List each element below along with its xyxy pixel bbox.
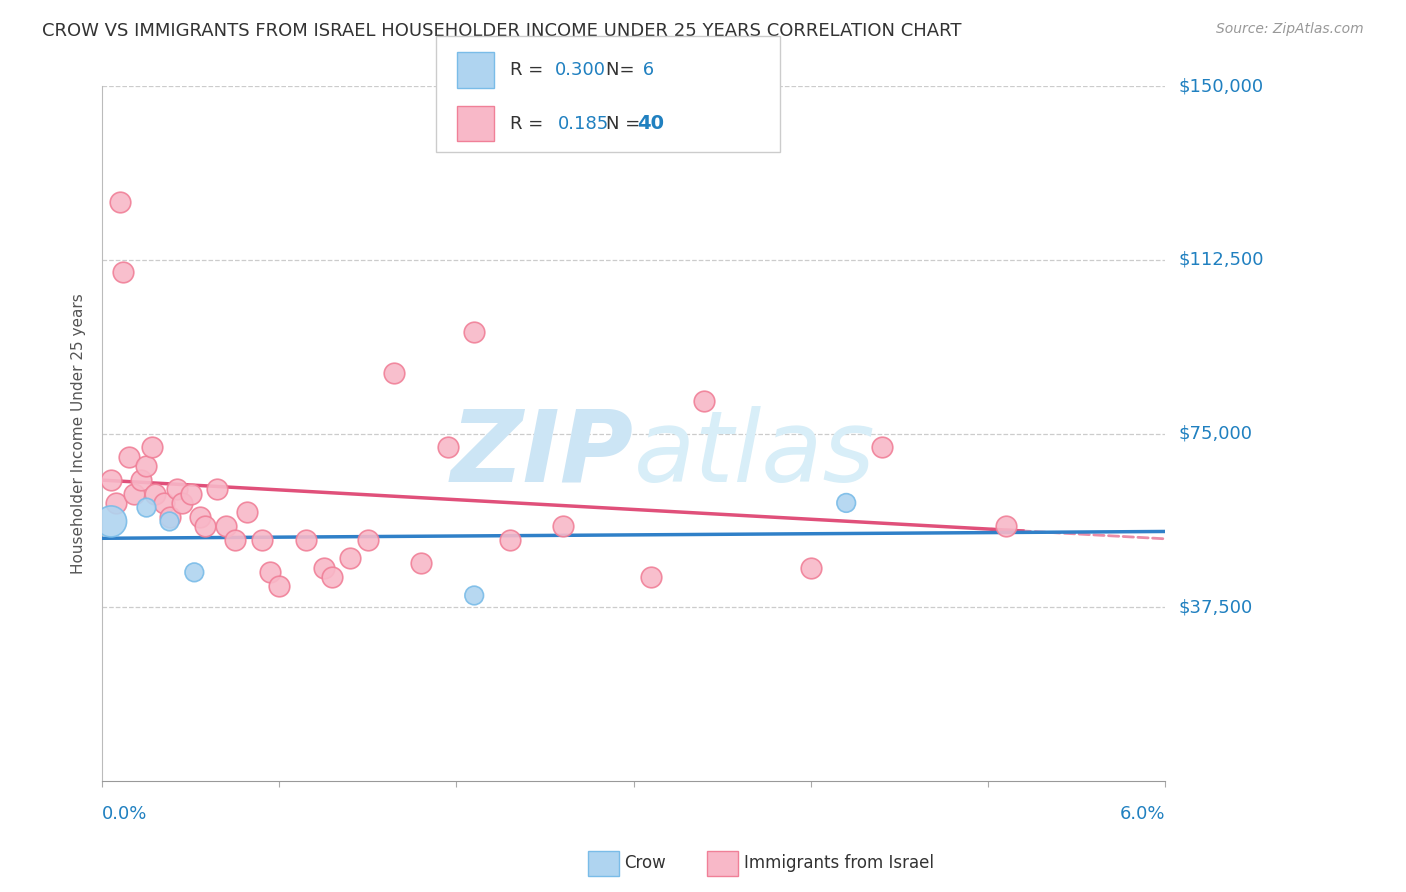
- Text: $112,500: $112,500: [1180, 251, 1264, 269]
- Point: [295, 533, 318, 547]
- Point: [135, 458, 157, 473]
- Point: [835, 496, 858, 510]
- Point: [357, 533, 380, 547]
- Point: [143, 486, 166, 500]
- Point: [141, 441, 163, 455]
- Point: [122, 486, 145, 500]
- Point: [194, 519, 217, 533]
- Point: [259, 566, 281, 580]
- Point: [236, 505, 259, 519]
- Text: $37,500: $37,500: [1180, 598, 1253, 616]
- Text: CROW VS IMMIGRANTS FROM ISRAEL HOUSEHOLDER INCOME UNDER 25 YEARS CORRELATION CHA: CROW VS IMMIGRANTS FROM ISRAEL HOUSEHOLD…: [42, 22, 962, 40]
- Point: [250, 533, 273, 547]
- Text: R =: R =: [510, 62, 550, 79]
- Point: [188, 509, 211, 524]
- Point: [153, 496, 176, 510]
- Point: [693, 394, 716, 409]
- Point: [166, 482, 188, 496]
- Point: [105, 496, 128, 510]
- Point: [100, 473, 122, 487]
- Text: N=: N=: [606, 62, 640, 79]
- Point: [384, 367, 406, 381]
- Point: [498, 533, 520, 547]
- Point: [159, 515, 181, 529]
- Text: 40: 40: [637, 114, 664, 133]
- Text: R =: R =: [510, 115, 555, 133]
- Text: N =: N =: [606, 115, 645, 133]
- Point: [800, 560, 823, 574]
- Text: Immigrants from Israel: Immigrants from Israel: [744, 855, 934, 872]
- Point: [108, 195, 131, 210]
- Text: 6.0%: 6.0%: [1119, 805, 1166, 823]
- Text: 6: 6: [637, 62, 654, 79]
- Point: [170, 496, 193, 510]
- Point: [135, 500, 157, 515]
- Text: Source: ZipAtlas.com: Source: ZipAtlas.com: [1216, 22, 1364, 37]
- Point: [640, 570, 662, 584]
- Point: [100, 515, 122, 529]
- Point: [180, 486, 202, 500]
- Point: [463, 589, 485, 603]
- Point: [159, 509, 181, 524]
- Point: [224, 533, 246, 547]
- Point: [269, 579, 291, 593]
- Text: 0.185: 0.185: [558, 115, 609, 133]
- Point: [551, 519, 574, 533]
- Text: $75,000: $75,000: [1180, 425, 1253, 442]
- Point: [112, 264, 135, 278]
- Point: [207, 482, 229, 496]
- Text: atlas: atlas: [634, 406, 876, 503]
- Point: [321, 570, 343, 584]
- Point: [339, 551, 361, 566]
- Point: [463, 325, 485, 339]
- Point: [436, 441, 458, 455]
- Text: ZIP: ZIP: [451, 406, 634, 503]
- Point: [118, 450, 141, 464]
- Point: [183, 566, 205, 580]
- Point: [312, 560, 335, 574]
- Text: 0.0%: 0.0%: [103, 805, 148, 823]
- Point: [870, 441, 893, 455]
- Y-axis label: Householder Income Under 25 years: Householder Income Under 25 years: [72, 293, 86, 574]
- Text: 0.300: 0.300: [555, 62, 606, 79]
- Point: [409, 556, 432, 570]
- Point: [994, 519, 1017, 533]
- Text: Crow: Crow: [624, 855, 666, 872]
- Point: [215, 519, 238, 533]
- Text: $150,000: $150,000: [1180, 78, 1264, 95]
- Point: [129, 473, 152, 487]
